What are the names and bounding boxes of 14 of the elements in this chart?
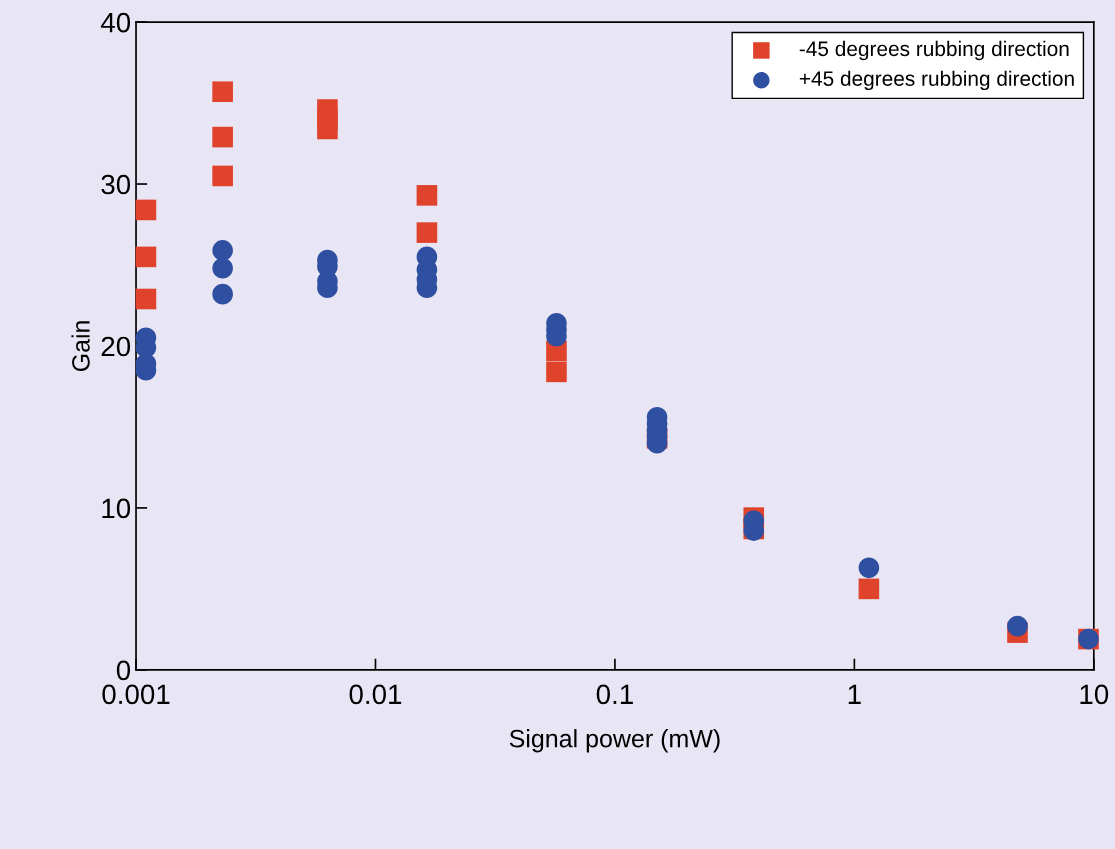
y-tick-label: 30: [101, 174, 131, 195]
x-tick-label: 10: [1080, 684, 1109, 705]
x-tick-label: 0.01: [349, 684, 402, 705]
y-tick-label: 10: [102, 498, 131, 519]
y-tick-label: 0: [116, 660, 131, 681]
legend-label: -45 degrees rubbing direction: [799, 40, 1069, 61]
y-tick-label: 40: [100, 12, 131, 33]
x-tick-label: 1: [848, 684, 861, 704]
x-axis-title: Signal power (mW): [509, 729, 720, 753]
y-axis-title: Gain: [71, 321, 90, 372]
x-tick-label: 0.1: [596, 684, 633, 705]
legend-label: +45 degrees rubbing direction: [799, 70, 1074, 91]
x-tick-label: 0.001: [102, 684, 170, 705]
y-tick-label: 20: [101, 336, 131, 357]
